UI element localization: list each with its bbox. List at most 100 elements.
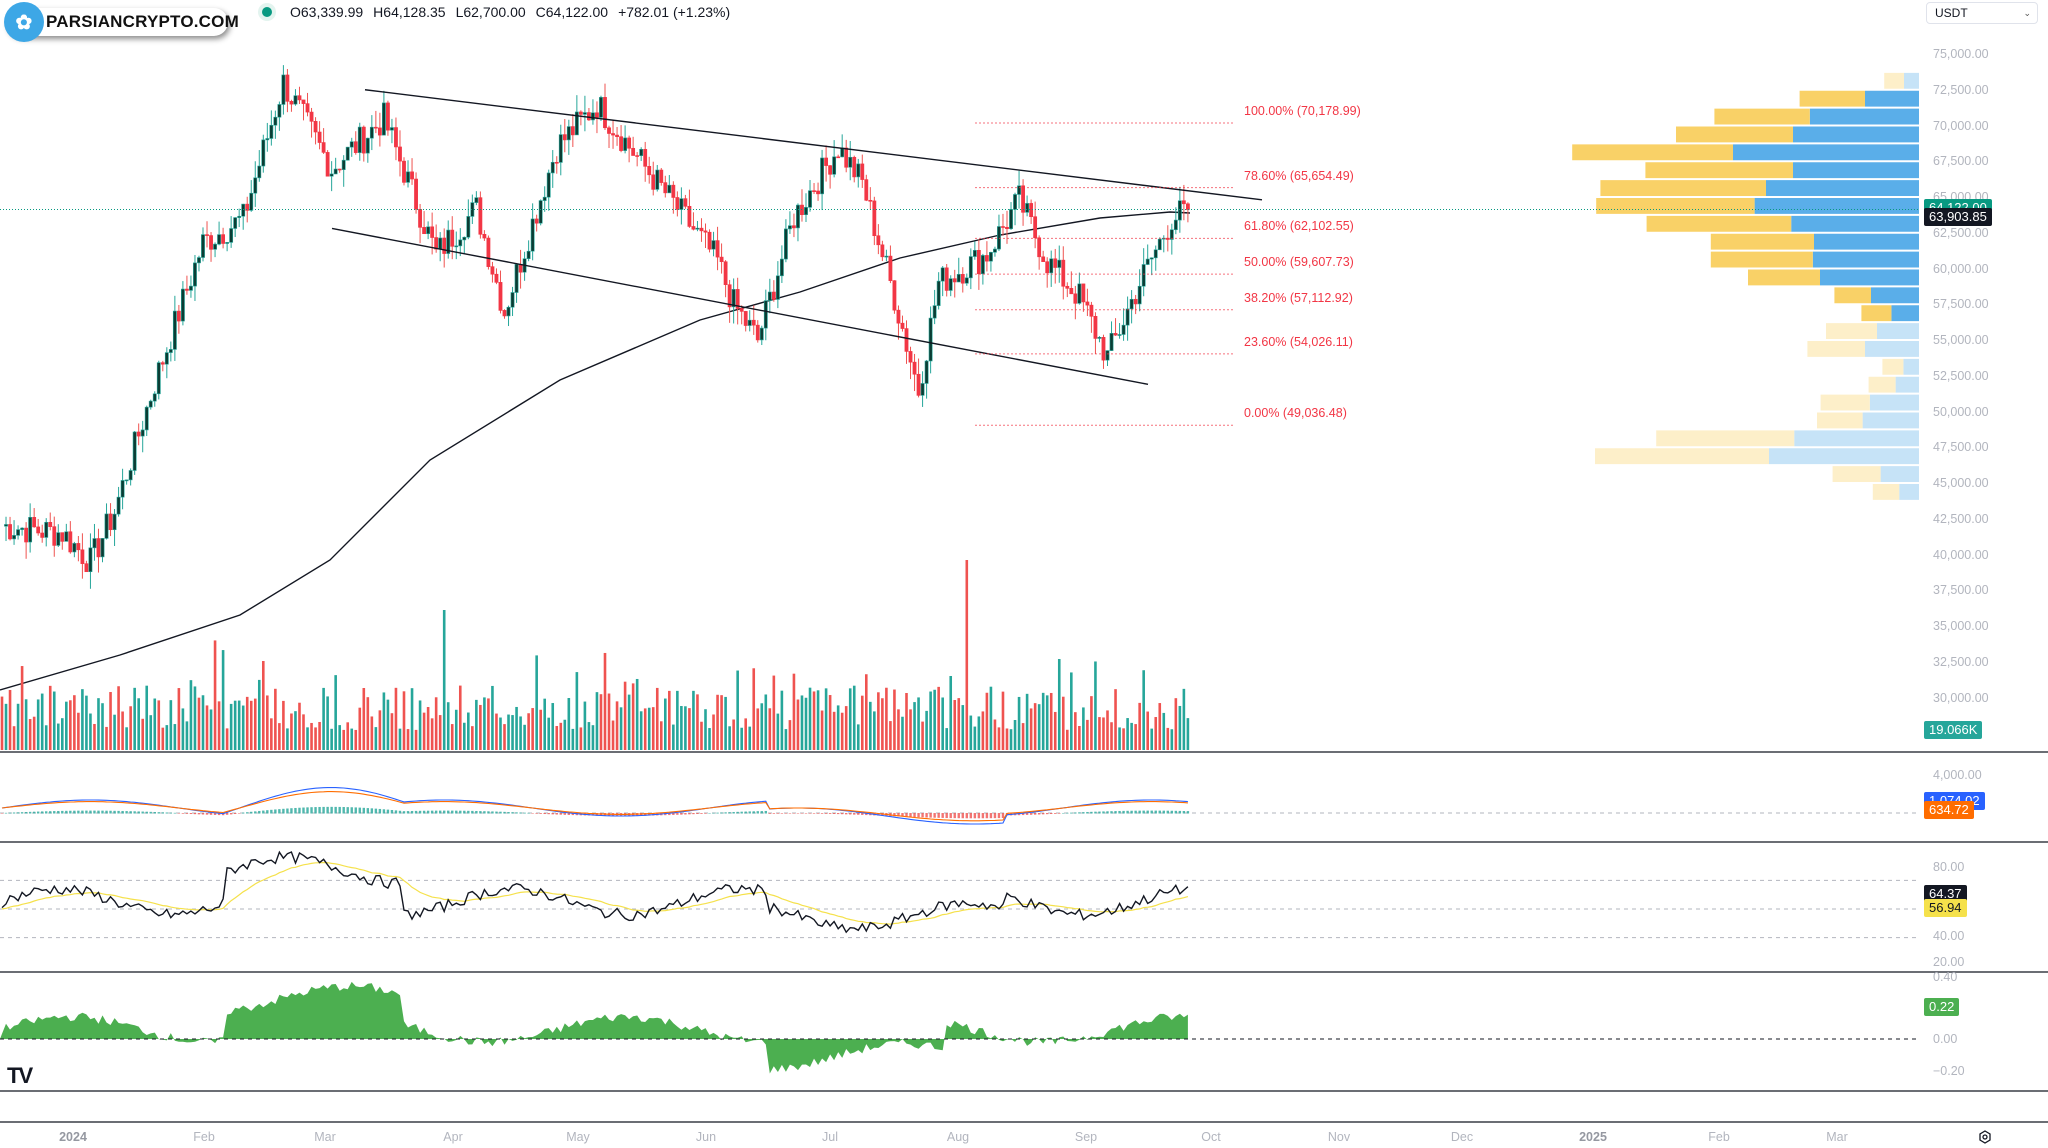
- volume-profile-down: [1809, 108, 1919, 125]
- volume-bar: [426, 707, 430, 750]
- time-axis-label: 2024: [59, 1130, 87, 1144]
- volume-bar: [487, 698, 490, 750]
- volume-bar: [378, 710, 382, 750]
- volume-bar: [77, 712, 80, 750]
- volume-profile-down: [1877, 323, 1919, 339]
- volume-bar: [298, 702, 301, 750]
- volume-bar: [270, 718, 273, 750]
- volume-bar: [1110, 722, 1113, 750]
- volume-bar: [1045, 695, 1049, 750]
- time-axis-label: Apr: [443, 1130, 463, 1144]
- price-axis-label: 60,000.00: [1933, 261, 1989, 276]
- volume-bar: [193, 686, 197, 750]
- volume-bar: [61, 718, 64, 750]
- volume-bar: [161, 727, 165, 750]
- volume-bar: [181, 708, 185, 750]
- tradingview-logo-icon[interactable]: TV: [7, 1063, 33, 1088]
- volume-bar: [201, 695, 205, 750]
- volume-bar: [941, 697, 944, 750]
- volume-bar: [28, 719, 32, 750]
- watermark-logo: ✿ PARSIANCRYPTO.COM: [4, 2, 239, 42]
- currency-select[interactable]: USDT ⌄: [1926, 2, 2038, 24]
- volume-bar: [471, 726, 474, 750]
- volume-bar: [720, 695, 723, 750]
- watermark-text: PARSIANCRYPTO.COM: [46, 12, 239, 31]
- volume-bar: [414, 729, 418, 750]
- volume-bar: [314, 727, 317, 750]
- volume-bar: [145, 685, 149, 750]
- volume-bar: [209, 709, 213, 750]
- volume-bar: [599, 694, 603, 750]
- volume-bar: [306, 727, 309, 750]
- volume-bar: [897, 709, 900, 750]
- volume-bar: [736, 670, 739, 750]
- volume-bar: [523, 724, 526, 750]
- volume-bar: [1066, 729, 1069, 750]
- time-axis-label: Feb: [193, 1130, 215, 1144]
- volume-bar: [981, 711, 985, 750]
- price-axis-label: 57,500.00: [1933, 297, 1989, 312]
- volume-profile-up: [1710, 251, 1813, 268]
- volume-profile-down: [1895, 376, 1919, 393]
- volume-bar: [732, 719, 735, 750]
- volume-bar: [1009, 729, 1013, 750]
- volume-bar: [205, 705, 209, 750]
- volume-bar: [330, 728, 333, 750]
- volume-bar: [507, 714, 510, 750]
- volume-profile-up: [1595, 448, 1769, 465]
- volume-bar: [137, 698, 140, 750]
- volume-bar: [527, 713, 530, 750]
- rsi-axis-label: 40.00: [1933, 929, 1965, 943]
- volume-bar: [519, 716, 522, 750]
- volume-bar: [1061, 696, 1065, 750]
- volume-bar: [326, 696, 329, 750]
- volume-bar: [788, 720, 792, 750]
- price-tag: 63,903.85: [1924, 207, 1992, 226]
- volume-bar: [531, 708, 534, 750]
- volume-bar: [704, 709, 707, 750]
- volume-bar: [479, 704, 482, 750]
- volume-bar: [893, 689, 896, 750]
- volume-bar: [764, 694, 768, 750]
- volume-profile-up: [1572, 144, 1733, 161]
- volume-bar: [36, 699, 40, 750]
- volume-bar: [836, 705, 840, 750]
- volume-bar: [664, 698, 667, 750]
- ohlc-close: C64,122.00: [535, 4, 609, 20]
- volume-bar: [1142, 670, 1145, 750]
- oscillator-area: [0, 981, 1188, 1074]
- volume-bar: [856, 724, 860, 750]
- volume-bar: [1033, 703, 1037, 750]
- volume-profile-down: [1794, 430, 1919, 447]
- volume-bar: [225, 728, 229, 750]
- volume-bar: [109, 692, 112, 750]
- volume-bar: [869, 701, 872, 750]
- volume-bar: [278, 723, 281, 750]
- volume-bar: [69, 700, 72, 750]
- fib-level-label: 38.20% (57,112.92): [1244, 290, 1353, 305]
- volume-bar: [495, 713, 498, 750]
- volume-bar: [985, 692, 989, 750]
- symbol-legend: Bitcoin / TetherUS · 1D · BINANCE O63,33…: [14, 4, 730, 20]
- settings-gear-icon[interactable]: [1978, 1130, 1992, 1144]
- volume-bar: [965, 560, 969, 750]
- volume-bar: [149, 715, 153, 750]
- volume-profile-down: [1733, 144, 1919, 161]
- volume-bar: [824, 688, 828, 750]
- volume-bar: [796, 699, 800, 750]
- volume-bar: [442, 610, 446, 750]
- volume-bar: [848, 688, 852, 750]
- volume-bar: [8, 689, 12, 750]
- time-axis-label: Nov: [1327, 1130, 1351, 1144]
- volume-bar: [925, 710, 928, 750]
- volume-bar: [117, 686, 120, 750]
- volume-bar: [559, 722, 563, 750]
- volume-profile-down: [1791, 215, 1919, 232]
- price-axis-label: 75,000.00: [1933, 47, 1989, 61]
- volume-bar: [334, 675, 337, 750]
- volume-bar: [302, 714, 305, 750]
- ohlc-high: H64,128.35: [373, 4, 446, 20]
- volume-bar: [780, 690, 784, 750]
- rsi-tag: 64.37: [1924, 885, 1967, 903]
